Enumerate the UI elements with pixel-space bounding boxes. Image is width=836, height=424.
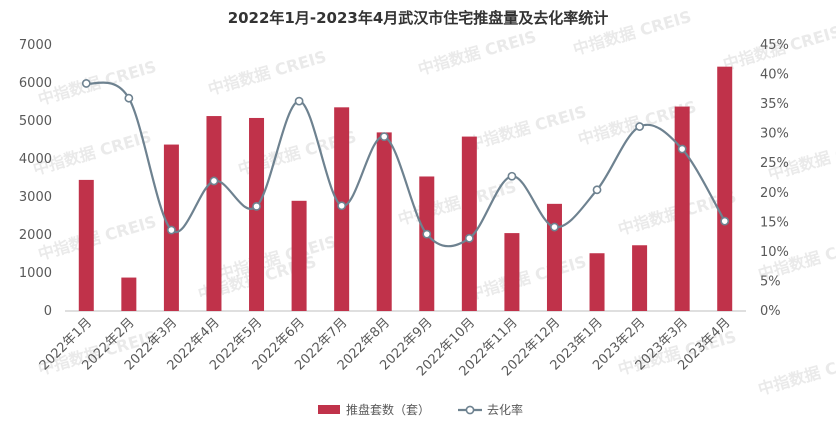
rate-point bbox=[550, 222, 559, 232]
y-right-tick-label: 10% bbox=[760, 245, 789, 260]
watermark-text: 中指数据 CREIS bbox=[466, 102, 589, 154]
y-axis-left: 0 1000 2000 3000 4000 5000 6000 7000 bbox=[19, 38, 52, 319]
rate-point bbox=[507, 171, 517, 181]
bar bbox=[546, 203, 562, 311]
y-right-tick-label: 30% bbox=[760, 127, 789, 142]
y-right-tick-label: 5% bbox=[760, 274, 781, 289]
bar bbox=[78, 179, 94, 311]
y-left-tick-label: 0 bbox=[44, 304, 52, 319]
bar bbox=[376, 132, 392, 311]
y-left-tick-label: 2000 bbox=[19, 228, 52, 243]
bar bbox=[674, 106, 690, 311]
bar bbox=[504, 233, 520, 311]
bar bbox=[589, 253, 605, 311]
y-left-tick-label: 7000 bbox=[19, 38, 52, 53]
rate-points bbox=[81, 79, 730, 243]
chart-title: 2022年1月-2023年4月武汉市住宅推盘量及去化率统计 bbox=[228, 9, 609, 27]
y-right-tick-label: 35% bbox=[760, 97, 789, 112]
y-right-tick-label: 40% bbox=[760, 68, 789, 83]
rate-point bbox=[167, 225, 176, 235]
rate-point bbox=[720, 216, 730, 226]
bar bbox=[419, 176, 435, 311]
rate-point bbox=[209, 176, 219, 186]
legend-bar-label: 推盘套数（套） bbox=[346, 402, 430, 417]
watermark-text: 中指数据 CREIS bbox=[466, 252, 589, 304]
rate-point bbox=[124, 93, 134, 103]
legend-bar-swatch bbox=[318, 405, 340, 414]
bar-series bbox=[78, 66, 733, 312]
y-left-tick-label: 3000 bbox=[19, 190, 52, 205]
y-axis-right: 0% 5% 10% 15% 20% 25% 30% 35% 40% 45% bbox=[760, 38, 789, 319]
watermark-text: 中指数据 CREIS bbox=[416, 27, 539, 79]
watermark-text: 中指数据 CREIS bbox=[206, 47, 329, 99]
y-right-tick-label: 15% bbox=[760, 215, 789, 230]
rate-point bbox=[464, 233, 474, 243]
y-left-tick-label: 4000 bbox=[19, 152, 52, 167]
bar bbox=[461, 136, 477, 311]
watermark-text: 中指数据 CREIS bbox=[756, 347, 836, 399]
y-right-tick-label: 0% bbox=[760, 304, 781, 319]
rate-point bbox=[294, 96, 304, 106]
bar bbox=[632, 245, 648, 311]
bar bbox=[249, 117, 265, 312]
legend: 推盘套数（套） 去化率 bbox=[318, 402, 523, 417]
legend-line-label: 去化率 bbox=[487, 402, 523, 417]
rate-point bbox=[635, 122, 644, 131]
legend-line-marker bbox=[465, 405, 475, 415]
rate-point bbox=[422, 229, 432, 239]
y-left-tick-label: 5000 bbox=[19, 114, 52, 129]
rate-point bbox=[592, 185, 602, 195]
y-left-tick-label: 1000 bbox=[19, 266, 52, 281]
y-right-tick-label: 45% bbox=[760, 38, 789, 53]
rate-point bbox=[677, 144, 687, 154]
y-right-tick-label: 20% bbox=[760, 186, 789, 201]
rate-point bbox=[337, 201, 347, 211]
bar bbox=[121, 277, 137, 311]
bar bbox=[206, 116, 222, 311]
y-right-tick-label: 25% bbox=[760, 156, 789, 171]
rate-point bbox=[81, 79, 91, 88]
bar bbox=[291, 200, 307, 311]
rate-point bbox=[379, 132, 389, 142]
bar bbox=[717, 66, 733, 311]
rate-point bbox=[252, 201, 261, 211]
watermark-text: 中指数据 CREIS bbox=[396, 177, 519, 229]
watermark-text: 中指数据 CREIS bbox=[36, 212, 159, 264]
y-left-tick-label: 6000 bbox=[19, 76, 52, 91]
